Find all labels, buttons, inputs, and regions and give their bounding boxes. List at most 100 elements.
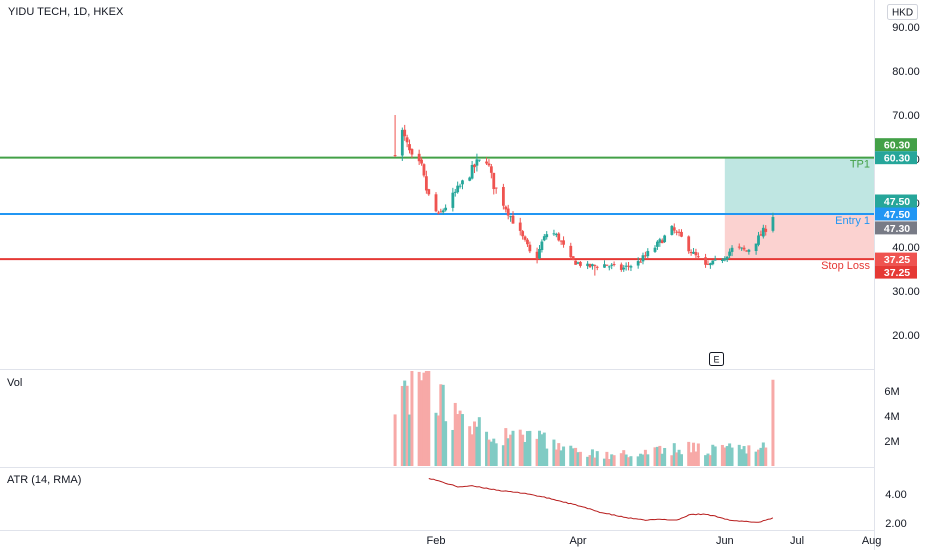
candle	[501, 183, 505, 210]
candle-body	[725, 256, 729, 260]
candle-body	[528, 244, 532, 252]
volume-bar	[711, 444, 715, 466]
candle-body	[747, 249, 751, 252]
candle	[417, 149, 421, 165]
volume-bar	[511, 430, 515, 466]
volume-bar	[501, 445, 505, 466]
entry-label: Entry 1	[835, 215, 870, 227]
candle	[538, 245, 541, 260]
candle	[554, 232, 558, 238]
candle	[552, 229, 556, 236]
candle	[680, 229, 683, 238]
time-tick-label: Jun	[716, 535, 734, 547]
volume-bar	[636, 456, 640, 466]
volume-bar	[672, 443, 676, 466]
candle	[730, 245, 734, 257]
candle	[468, 176, 472, 182]
candle	[528, 241, 532, 254]
volume-bar	[453, 402, 457, 466]
candle-body	[453, 191, 457, 193]
volume-bar	[655, 446, 659, 466]
candle-body	[771, 216, 775, 231]
candle	[740, 247, 744, 251]
volume-bar	[622, 450, 626, 466]
stop-badge-bg	[875, 265, 917, 279]
candle	[771, 212, 775, 233]
candle-body	[468, 177, 472, 181]
volume-bar	[696, 443, 700, 466]
candle	[420, 157, 423, 166]
volume-bar	[444, 421, 448, 466]
volume-bar	[545, 448, 549, 466]
volume-bar	[393, 414, 397, 466]
candle	[704, 253, 707, 268]
candle-body	[759, 234, 763, 236]
stop-badge-upper-text: 37.25	[884, 254, 910, 266]
candle	[629, 264, 633, 272]
volume-tick-label: 6M	[884, 386, 899, 398]
time-axis[interactable]: Feb Apr Jun Jul Aug	[427, 535, 882, 547]
candle	[509, 215, 513, 222]
candle-body	[653, 247, 657, 252]
volume-bar	[595, 451, 599, 466]
candle-body	[675, 231, 679, 233]
candle-body	[745, 250, 748, 252]
volume-bar	[639, 453, 643, 466]
entry-badge-upper-bg	[875, 194, 917, 208]
candle	[586, 261, 590, 270]
volume-bar	[605, 451, 609, 466]
candle-body	[687, 236, 691, 252]
volume-bar	[586, 456, 590, 466]
candle-body	[504, 206, 508, 210]
volume-bar	[417, 371, 421, 466]
volume-bar	[458, 410, 462, 466]
candle-body	[509, 216, 513, 218]
volume-bar	[542, 432, 546, 466]
candle	[747, 248, 751, 255]
candle-body	[393, 155, 397, 157]
candle-body	[477, 159, 481, 161]
candle-body	[605, 264, 609, 266]
candle	[660, 238, 664, 244]
candle	[494, 187, 498, 194]
candle	[723, 256, 727, 262]
candle	[711, 260, 715, 266]
chart-title: YIDU TECH, 1D, HKEX	[8, 6, 124, 18]
candle-body	[557, 233, 561, 241]
candle-body	[569, 245, 573, 258]
candle	[656, 240, 659, 250]
candle-body	[511, 215, 515, 224]
candle-body	[574, 260, 577, 265]
candle-body	[554, 234, 558, 236]
candle-body	[711, 260, 715, 265]
earnings-marker[interactable]: E	[709, 352, 724, 366]
candle-body	[559, 240, 563, 242]
volume-bar	[489, 441, 493, 466]
position-zones[interactable]	[724, 157, 874, 260]
volume-bar	[723, 447, 727, 466]
volume-bar	[742, 446, 746, 466]
candle	[444, 204, 448, 212]
candle-body	[656, 241, 659, 247]
candle	[540, 239, 544, 253]
volume-bar	[420, 380, 424, 466]
candle-body	[485, 161, 488, 164]
volume-bar	[576, 452, 580, 466]
volume-bar	[569, 445, 573, 466]
candle-body	[506, 208, 510, 216]
volume-bar	[740, 449, 744, 466]
volume-bar	[578, 451, 582, 466]
currency-box[interactable]: HKD	[887, 4, 918, 20]
candle	[424, 170, 428, 194]
entry-badge-bg	[875, 207, 917, 221]
volume-bar	[506, 438, 510, 466]
candle	[475, 153, 479, 172]
candle	[487, 159, 491, 167]
candle-body	[535, 251, 539, 260]
price-tick-label: 20.00	[892, 330, 920, 342]
pane-borders	[0, 0, 875, 550]
volume-bar	[660, 453, 664, 466]
